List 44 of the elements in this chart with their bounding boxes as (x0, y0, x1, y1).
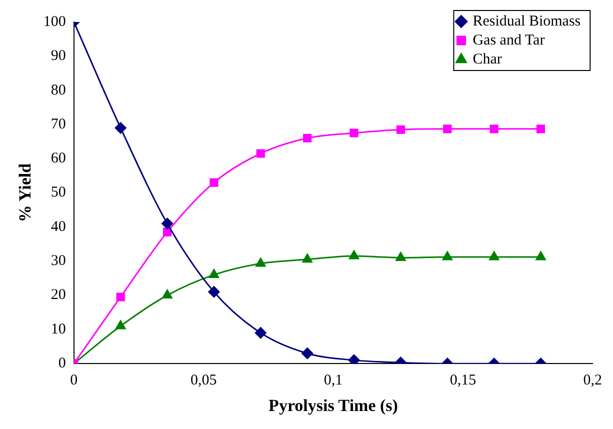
legend-label: Char (472, 51, 502, 68)
legend-label: Gas and Tar (472, 32, 545, 48)
point (162, 228, 172, 236)
x-tick-label: 0,15 (450, 372, 476, 389)
y-tick-label: 20 (50, 287, 66, 304)
legend-label: Residual Biomass (472, 13, 581, 30)
point (396, 252, 406, 261)
point (256, 258, 266, 267)
point (116, 292, 125, 302)
x-axis-title: Pyrolysis Time (s) (268, 396, 398, 416)
point (490, 124, 498, 134)
point (348, 250, 360, 260)
point (536, 124, 546, 134)
point (208, 269, 220, 278)
x-tick-label: 0,05 (190, 372, 217, 389)
x-tick-label: 0,2 (583, 372, 602, 389)
y-tick-label: 10 (50, 321, 66, 338)
point (442, 251, 452, 260)
point (488, 251, 500, 260)
y-tick-label: 80 (50, 82, 66, 98)
x-tick-label: 0,1 (324, 372, 343, 389)
y-tick-label: 0 (58, 356, 66, 372)
y-tick-label: 90 (50, 48, 66, 64)
point (303, 134, 312, 142)
point (396, 125, 405, 134)
point (302, 254, 312, 263)
point (348, 354, 360, 364)
point (116, 320, 126, 330)
y-tick-label: 100 (43, 14, 66, 30)
point (162, 290, 172, 299)
point (114, 122, 126, 134)
y-tick-label: 30 (50, 253, 66, 270)
point (162, 218, 174, 230)
y-tick-label: 70 (50, 116, 66, 132)
y-tick-label: 60 (50, 150, 66, 167)
point (256, 149, 265, 158)
y-tick-label: 40 (50, 218, 66, 235)
y-tick-label: 50 (50, 184, 66, 201)
point (536, 251, 546, 260)
point (443, 124, 452, 134)
point (350, 128, 358, 138)
point (210, 178, 218, 187)
y-axis-title: % Yield (16, 162, 35, 222)
x-tick-label: 0 (70, 372, 78, 389)
